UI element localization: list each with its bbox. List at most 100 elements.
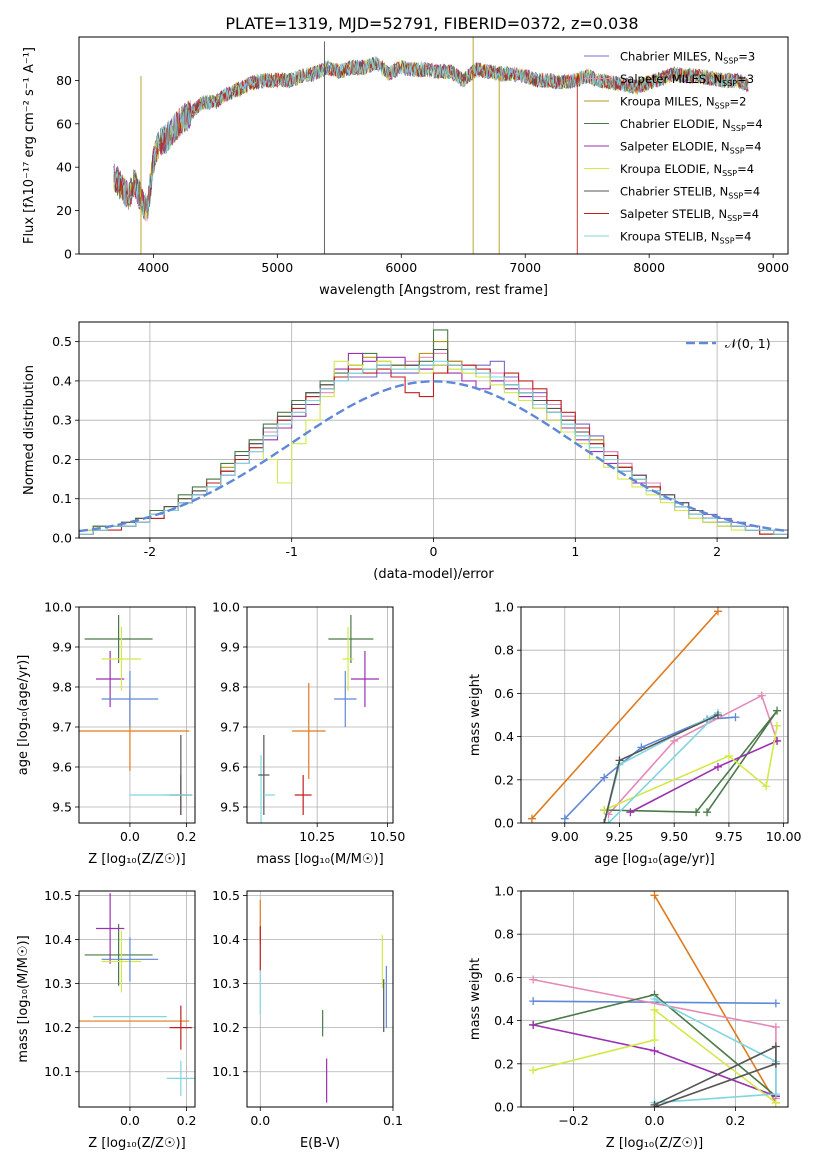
x-tick-label: 10.25 [299,829,335,844]
x-axis-label: Z [log₁₀(Z/Z☉)] [88,852,185,867]
legend-label: Kroupa MILES, NSSP=2 [620,95,746,111]
y-tick-label: 10.3 [212,976,240,991]
y-tick-label: 0.6 [494,970,514,985]
plot-area [79,893,195,1096]
y-tick-label: 10.1 [44,1064,72,1079]
axes-z_mass: 0.0 0.2 10.1 10.2 10.3 10.4 10.5 Z [log₁₀(Z/Z☉)… [16,888,196,1151]
y-tick-label: 9.6 [52,760,72,775]
weight-marker [692,808,701,817]
y-tick-label: 10.0 [212,600,240,615]
weight-marker [529,1066,538,1075]
x-tick-label: 8000 [633,260,665,275]
weight-marker [650,995,659,1003]
y-tick-label: 9.8 [220,680,240,695]
x-tick-label: 0.0 [120,1113,140,1128]
legend-label: Salpeter ELODIE, NSSP=4 [620,140,762,156]
axes-spectrum: 4000 5000 6000 7000 8000 9000 0 20 40 60 80 wavelen… [22,36,789,298]
y-tick-label: 0.2 [494,772,514,787]
legend-label: 𝒩(0, 1) [725,336,771,351]
y-tick-label: 0.3 [52,413,72,428]
weight-marker [670,736,679,745]
axes-frame [246,606,394,824]
y-axis-label: mass weight [468,674,483,756]
y-tick-label: 9.9 [52,640,72,655]
x-tick-label: 0.1 [383,1113,403,1128]
y-tick-label: 10.5 [212,888,240,903]
x-axis-label: (data-model)/error [373,567,494,582]
errorbar-point [258,735,270,815]
weight-marker [713,762,722,771]
y-axis-label: Normed distribution [22,365,37,495]
errorbar-point [101,627,142,691]
weight-marker [600,819,609,823]
x-tick-label: 9.00 [551,829,579,844]
y-axis-label: Flux [fλ10⁻¹⁷ erg cm⁻² s⁻¹ A⁻¹] [22,47,37,244]
axes-frame [78,890,196,1108]
weight-marker [713,607,722,616]
axes-frame [78,606,196,824]
weight-marker [650,1046,659,1055]
plot-area [259,899,387,1103]
x-tick-label: 9.25 [606,829,634,844]
y-tick-label: 9.5 [220,800,240,815]
y-tick-label: 9.8 [52,680,72,695]
weight-series [654,1045,777,1107]
weight-marker [527,814,536,823]
axes-frame [246,890,394,1108]
y-tick-label: 9.7 [220,720,240,735]
errorbar-point [294,775,312,815]
residual-legend: 𝒩(0, 1) [686,336,771,351]
x-tick-label: 7000 [509,260,541,275]
y-tick-label: 10.0 [44,600,72,615]
axes-residuals: -2 -1 0 1 2 0.0 0.1 0.2 0.3 0.4 0.5 (data-model)/er… [22,321,789,582]
weight-marker [650,1036,659,1045]
x-tick-label: 0.0 [120,829,140,844]
errorbar-point [328,615,374,663]
weight-marker [529,1020,538,1029]
y-axis-label: mass weight [468,958,483,1040]
weight-marker [529,975,538,984]
spectrum-legend: Chabrier MILES, NSSP=3 Salpeter MILES, NS… [584,50,763,246]
x-tick-label: 0.2 [177,829,197,844]
spectrum-line [113,57,749,219]
weight-marker [626,808,635,817]
legend-label: Chabrier MILES, NSSP=3 [620,50,755,66]
x-axis-label: mass [log₁₀(M/M☉)] [256,852,383,867]
legend-label: Kroupa STELIB, NSSP=4 [620,230,751,246]
weight-marker [600,773,609,782]
axes-age_weight: 9.00 9.25 9.50 9.75 10.00 0.0 0.2 0.4 0.6 0.8 1.0 a… [468,600,802,868]
x-tick-label: 0.2 [177,1113,197,1128]
errorbar-point [334,671,357,727]
y-tick-label: 0.4 [494,1013,514,1028]
plot-area [113,37,749,254]
weight-marker [731,713,740,722]
axes-z_age: 0.0 0.2 9.5 9.6 9.7 9.8 9.9 10.0 Z [log₁₀(Z/Z☉)]… [16,600,196,868]
y-tick-label: 9.7 [52,720,72,735]
errorbar-point [291,683,326,779]
y-tick-label: 9.5 [52,800,72,815]
weight-marker [771,1098,780,1107]
errorbar-point [101,937,159,982]
errorbar-point [84,615,153,663]
weight-marker [650,1005,659,1014]
weight-marker [724,752,733,761]
x-axis-label: wavelength [Angstrom, rest frame] [319,283,548,298]
weight-marker [650,1100,659,1107]
errorbar-point [166,1060,195,1096]
x-tick-label: 9000 [757,260,789,275]
x-tick-label: -1 [285,544,297,559]
y-tick-label: 40 [56,160,72,175]
x-tick-label: 4000 [137,260,169,275]
y-tick-label: 0.2 [52,452,72,467]
weight-marker [757,691,766,700]
x-axis-label: Z [log₁₀(Z/Z☉)] [88,1136,185,1151]
x-tick-label: 0.2 [725,1113,745,1128]
plot-area [529,891,780,1107]
weight-marker [771,1042,780,1051]
y-tick-label: 0.6 [494,686,514,701]
weight-marker [771,1059,780,1068]
y-tick-label: 80 [56,73,72,88]
y-tick-label: 10.5 [44,888,72,903]
weight-marker [771,1023,780,1032]
